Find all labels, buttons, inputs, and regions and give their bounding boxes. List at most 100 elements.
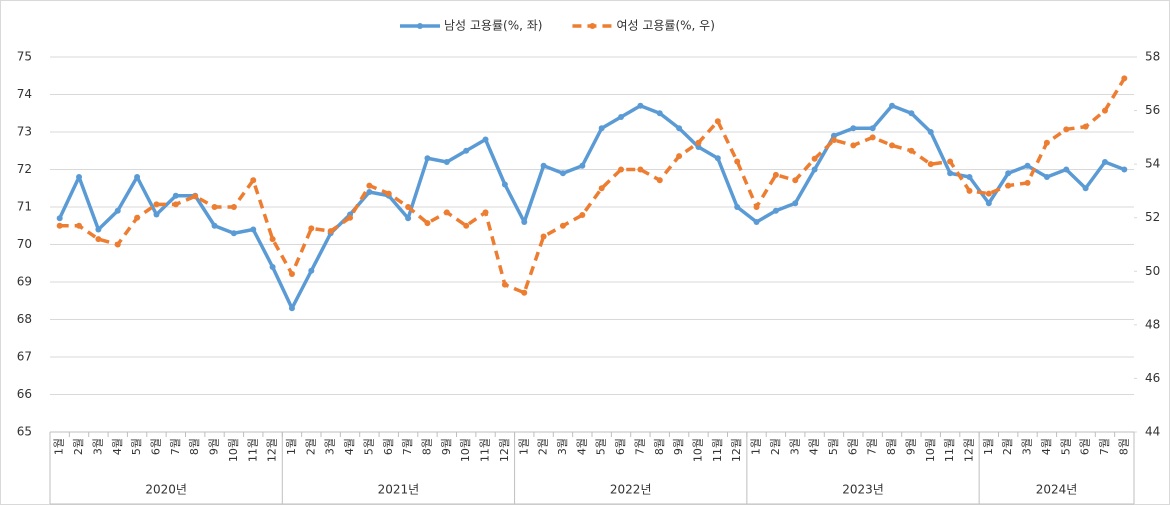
year-label: 2020년	[145, 483, 187, 497]
y-tick-label: 66	[17, 387, 32, 401]
series-point	[947, 158, 954, 165]
series-point	[927, 129, 934, 135]
series-point	[656, 177, 663, 184]
x-tick-label: 5월	[1059, 438, 1072, 455]
y2-tick-label: 44	[1145, 425, 1160, 439]
y-tick-label: 73	[17, 125, 32, 139]
x-tick-label: 7월	[633, 438, 646, 455]
series-point	[889, 142, 896, 149]
series-point	[618, 114, 625, 120]
series-point	[1101, 159, 1108, 165]
series-point	[889, 102, 896, 109]
x-tick-label: 6월	[614, 438, 627, 455]
series-point	[211, 222, 218, 229]
series-point	[1063, 126, 1070, 133]
x-tick-label: 9월	[440, 438, 453, 455]
series-point	[1005, 170, 1012, 177]
y-tick-label: 67	[17, 350, 32, 364]
x-tick-label: 2월	[1001, 438, 1014, 455]
series-point	[830, 137, 837, 144]
series-point	[1063, 166, 1070, 173]
series-point	[134, 174, 141, 180]
x-tick-label: 1월	[53, 438, 66, 455]
series-point	[95, 236, 102, 243]
y2-tick-label: 50	[1145, 264, 1160, 278]
x-tick-label: 3월	[324, 438, 337, 455]
y2-tick-label: 56	[1145, 103, 1160, 117]
series-point	[1005, 182, 1012, 189]
x-tick-label: 7월	[401, 438, 414, 455]
year-label: 2023년	[842, 483, 884, 497]
x-tick-label: 7월	[169, 438, 182, 455]
x-tick-label: 3월	[1021, 438, 1034, 455]
x-tick-label: 9월	[208, 438, 221, 455]
x-tick-label: 7월	[866, 438, 879, 455]
series-point	[985, 190, 992, 197]
series-point	[501, 181, 508, 188]
series-point	[772, 171, 779, 178]
x-tick-label: 6월	[1079, 438, 1092, 455]
y2-tick-label: 54	[1145, 157, 1160, 171]
year-label: 2022년	[610, 483, 652, 497]
series-point	[1101, 107, 1108, 114]
series-point	[463, 147, 470, 154]
legend-marker	[417, 23, 423, 29]
series-point	[753, 204, 760, 210]
series-point	[482, 209, 489, 216]
x-tick-label: 11월	[246, 438, 259, 462]
x-tick-label: 9월	[672, 438, 685, 455]
x-tick-label: 2월	[537, 438, 550, 455]
series-point	[308, 267, 315, 274]
y2-tick-label: 58	[1145, 50, 1160, 64]
x-tick-label: 1월	[517, 438, 530, 455]
series-point	[598, 125, 605, 132]
x-tick-label: 5월	[595, 438, 608, 455]
x-tick-label: 1월	[982, 438, 995, 455]
x-tick-label: 7월	[1098, 438, 1111, 455]
year-label: 2024년	[1036, 483, 1078, 497]
series-point	[792, 177, 799, 184]
series-point	[443, 159, 450, 165]
x-tick-label: 4월	[343, 438, 356, 455]
series-point	[695, 139, 702, 146]
x-tick-label: 2월	[304, 438, 317, 455]
series-point	[559, 170, 566, 177]
x-tick-label: 3월	[91, 438, 104, 455]
series-point	[308, 225, 315, 232]
series-point	[501, 281, 508, 288]
series-point	[772, 207, 779, 214]
series-point	[966, 187, 973, 194]
series-point	[366, 189, 373, 195]
series-point	[753, 219, 760, 225]
series-point	[869, 125, 876, 132]
series-point	[192, 193, 199, 200]
series-point	[172, 201, 179, 208]
y2-tick-label: 52	[1145, 210, 1160, 224]
series-point	[424, 155, 431, 162]
x-tick-label: 5월	[827, 438, 840, 455]
series-point	[792, 200, 799, 207]
series-point	[676, 125, 683, 132]
series-point	[1121, 166, 1128, 173]
series-point	[656, 110, 663, 117]
x-tick-label: 8월	[1117, 438, 1130, 455]
series-point	[734, 158, 741, 165]
series-point	[443, 209, 450, 216]
series-point	[811, 155, 818, 162]
series-point	[347, 214, 354, 221]
series-point	[269, 236, 276, 243]
series-point	[288, 305, 295, 312]
y-tick-label: 69	[17, 275, 32, 289]
series-point	[56, 222, 63, 229]
series-point	[288, 270, 295, 277]
y-tick-label: 74	[17, 87, 32, 101]
y-tick-label: 71	[17, 200, 32, 214]
x-tick-label: 6월	[149, 438, 162, 455]
x-tick-label: 5월	[130, 438, 143, 455]
x-tick-label: 8월	[188, 438, 201, 455]
x-tick-label: 9월	[904, 438, 917, 455]
series-point	[172, 192, 179, 199]
series-point	[927, 161, 934, 168]
legend-marker	[589, 23, 596, 29]
